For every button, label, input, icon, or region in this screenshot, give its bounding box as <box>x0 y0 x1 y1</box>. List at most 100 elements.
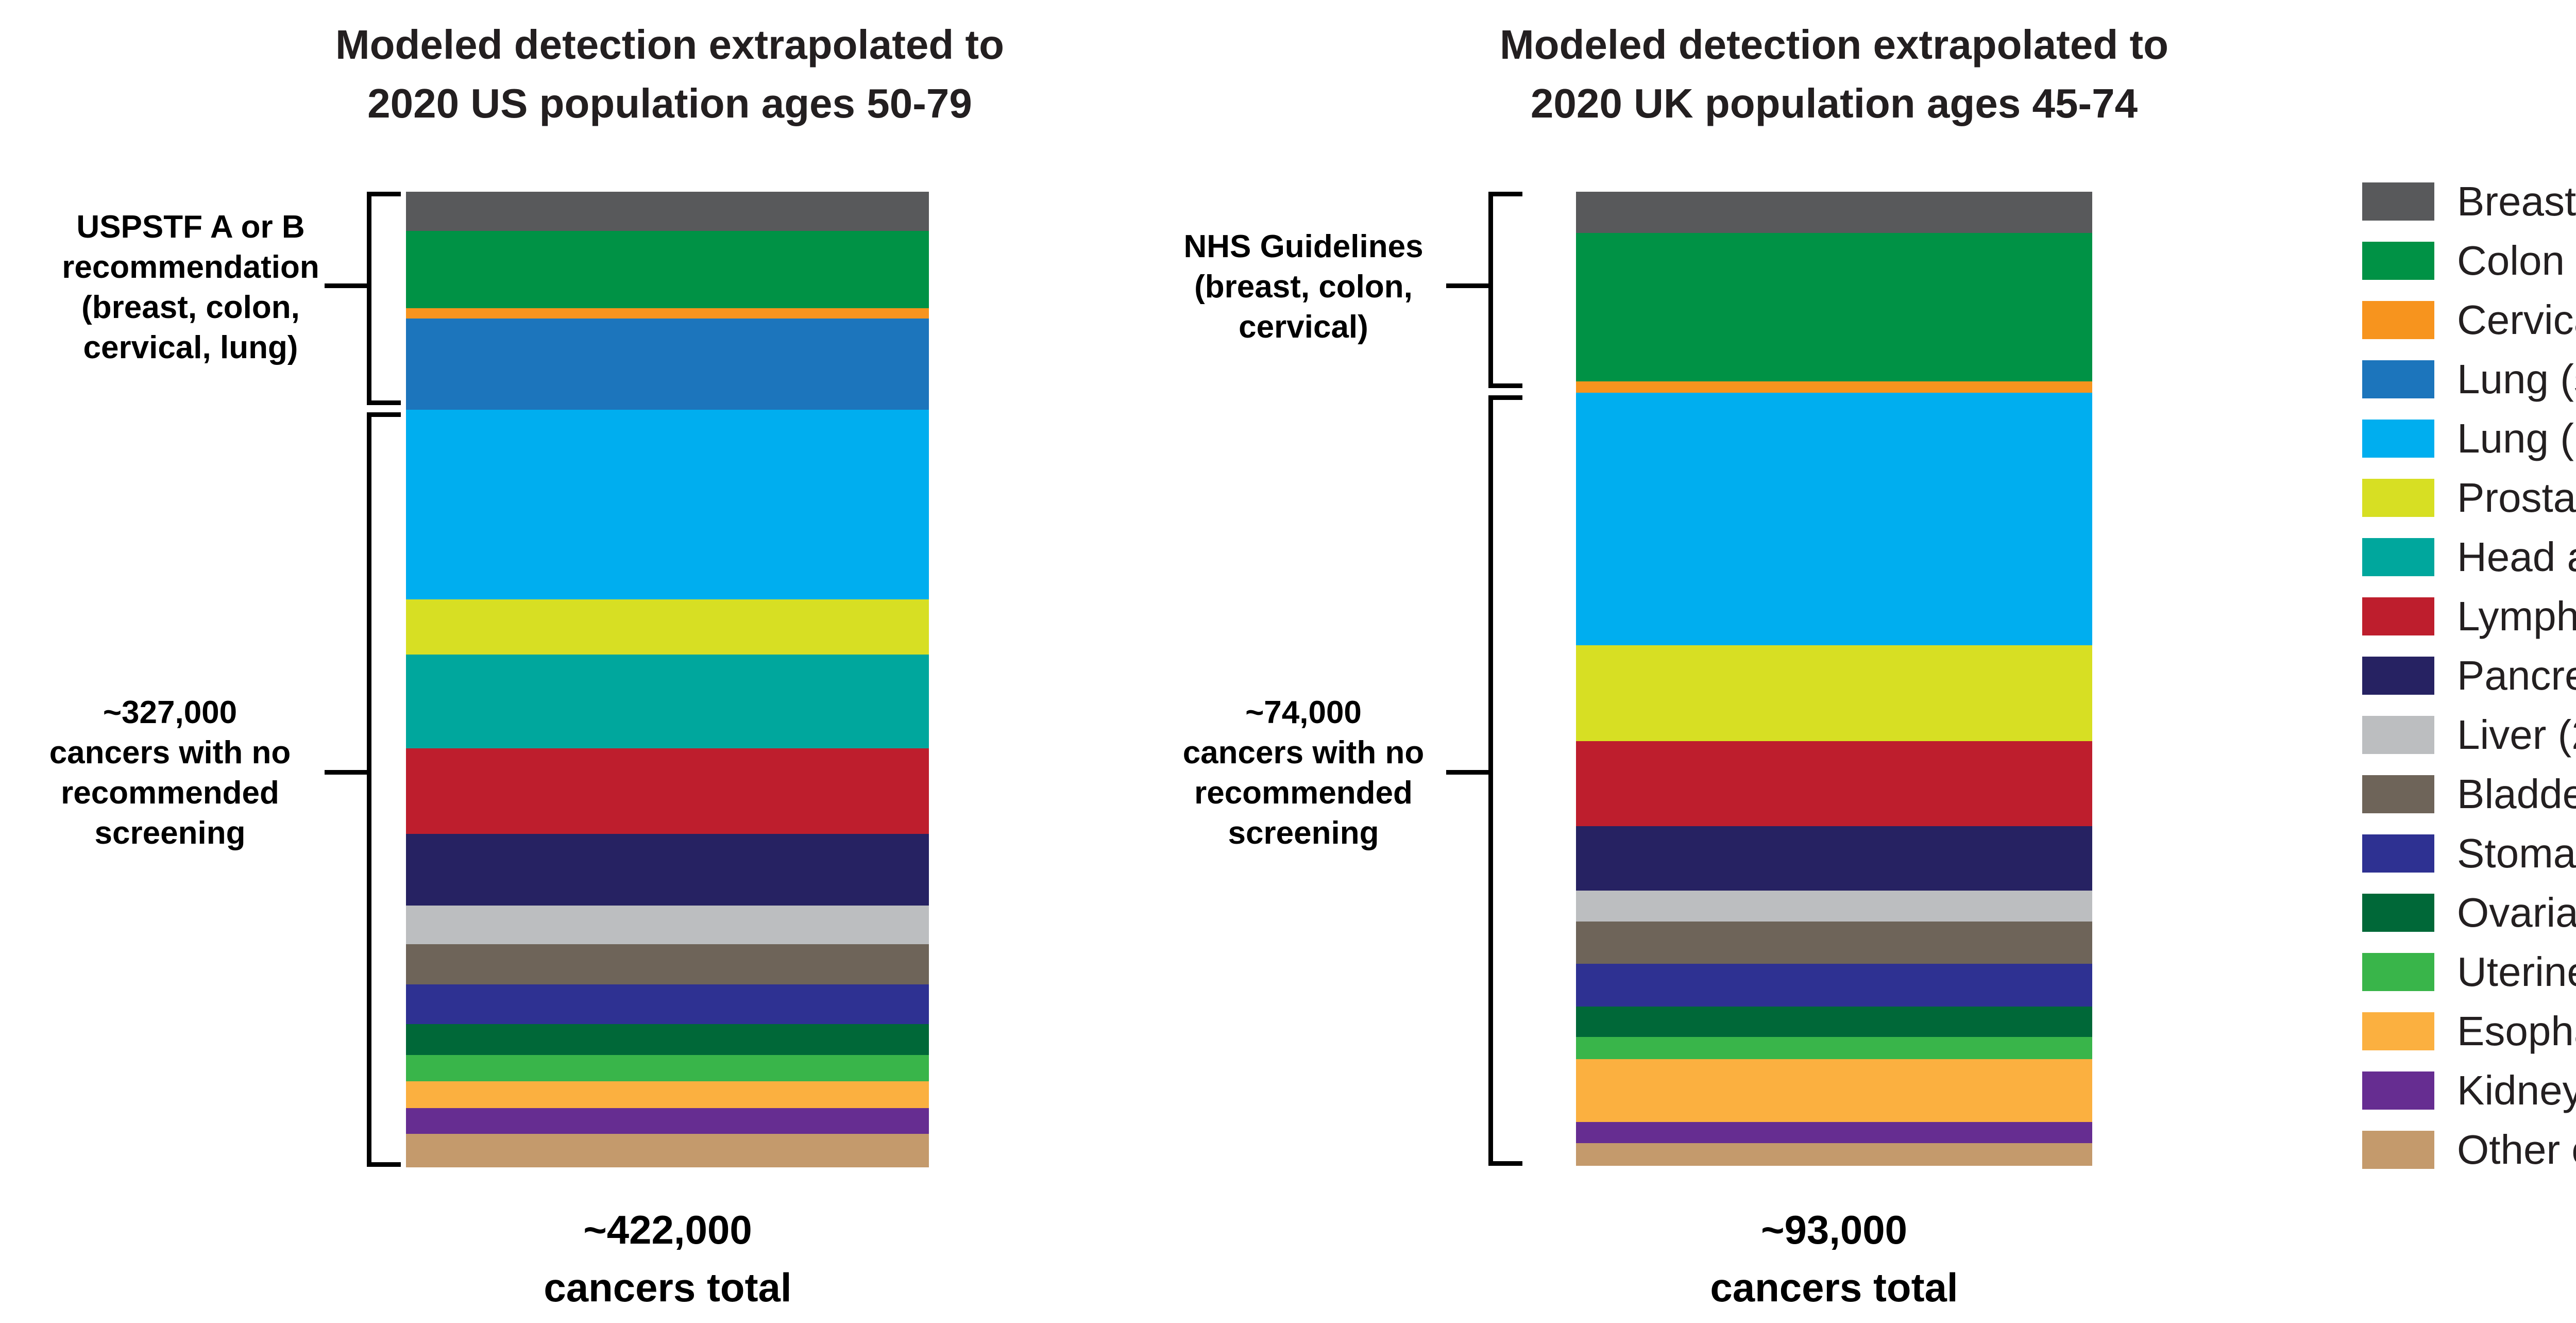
bracket-us-unscreened-tick <box>325 770 367 775</box>
bar-segment-lung-unscreened <box>1576 393 2092 645</box>
bar-segment-other-cancers-22 <box>1576 1143 2092 1166</box>
total-us: ~422,000 cancers total <box>544 1207 792 1310</box>
legend-swatch <box>2362 478 2434 517</box>
stacked-bar-us <box>406 192 929 1167</box>
legend-swatch <box>2362 893 2434 932</box>
legend-item-bladder: Bladder <box>2362 764 2576 824</box>
legend: Breast Colon Cervical Lung (screened) Lu… <box>2362 172 2576 1179</box>
legend-label: Stomach <box>2457 830 2576 876</box>
bar-segment-pancreas <box>1576 826 2092 891</box>
legend-item-esophagus: Esophagus <box>2362 1001 2576 1061</box>
bar-segment-ovarian <box>1576 1007 2092 1037</box>
legend-label: Lymphoma (2) <box>2457 593 2576 639</box>
label-uk-no-screening-group: ~74,000 cancers with no recommended scre… <box>1182 695 1425 851</box>
bar-segment-lymphoma-2 <box>406 748 929 834</box>
bar-segment-colon <box>406 231 929 308</box>
legend-item-pancreas: Pancreas <box>2362 646 2576 705</box>
bracket-us-screened-bottom-arm <box>367 400 401 405</box>
bar-segment-bladder <box>406 944 929 984</box>
bar-segment-cervical <box>406 308 929 319</box>
legend-label: Colon <box>2457 237 2565 283</box>
bracket-uk-screened-tick <box>1446 283 1488 288</box>
bar-segment-breast <box>1576 192 2092 233</box>
bracket-uk-screened-bottom-arm <box>1488 383 1522 388</box>
legend-swatch <box>2362 715 2434 754</box>
bar-segment-esophagus <box>1576 1059 2092 1122</box>
bracket-uk-screened-line <box>1488 192 1493 388</box>
legend-swatch <box>2362 597 2434 635</box>
legend-label: Ovarian <box>2457 889 2576 935</box>
label-us-no-screening-group: ~327,000 cancers with no recommended scr… <box>49 695 291 851</box>
legend-label: Liver (2) <box>2457 711 2576 758</box>
chart-us-title: Modeled detection extrapolated to 2020 U… <box>335 22 1004 126</box>
legend-item-breast: Breast <box>2362 172 2576 231</box>
bracket-uk-unscreened-bottom-arm <box>1488 1161 1522 1166</box>
bar-segment-esophagus <box>406 1081 929 1108</box>
legend-label: Esophagus <box>2457 1008 2576 1054</box>
legend-label: Cervical <box>2457 296 2576 343</box>
legend-swatch <box>2362 656 2434 695</box>
bar-segment-stomach <box>406 984 929 1024</box>
legend-item-kidney: Kidney <box>2362 1061 2576 1120</box>
legend-label: Pancreas <box>2457 652 2576 698</box>
legend-item-lung-unscreened: Lung (unscreened) <box>2362 409 2576 468</box>
legend-swatch <box>2362 300 2434 339</box>
bar-segment-stomach <box>1576 964 2092 1007</box>
bar-segment-uterine <box>406 1055 929 1081</box>
legend-item-colon: Colon <box>2362 231 2576 290</box>
legend-label: Head and Neck (7) <box>2457 533 2576 580</box>
bar-segment-prostate <box>1576 645 2092 741</box>
legend-swatch <box>2362 241 2434 280</box>
legend-item-prostate: Prostate <box>2362 468 2576 527</box>
legend-item-stomach: Stomach <box>2362 824 2576 883</box>
legend-swatch <box>2362 1130 2434 1169</box>
legend-item-ovarian: Ovarian <box>2362 883 2576 942</box>
bracket-us-unscreened-line <box>367 412 371 1167</box>
bar-segment-bladder <box>1576 922 2092 964</box>
bar-segment-uterine <box>1576 1037 2092 1059</box>
legend-item-lung-screened: Lung (screened) <box>2362 349 2576 409</box>
label-uk-screened-group: NHS Guidelines (breast, colon, cervical) <box>1183 229 1423 345</box>
label-us-screened-group: USPSTF A or B recommendation (breast, co… <box>62 209 319 365</box>
bar-segment-lung-unscreened <box>406 410 929 599</box>
bracket-uk-unscreened-tick <box>1446 770 1488 775</box>
legend-item-liver-2: Liver (2) <box>2362 705 2576 764</box>
legend-swatch <box>2362 1012 2434 1050</box>
bar-segment-head-and-neck-7 <box>406 655 929 748</box>
bracket-us-unscreened-top-arm <box>367 412 401 417</box>
bracket-uk-unscreened-line <box>1488 395 1493 1166</box>
legend-label: Lung (unscreened) <box>2457 415 2576 461</box>
bar-segment-lung-screened <box>406 319 929 410</box>
legend-label: Lung (screened) <box>2457 356 2576 402</box>
legend-swatch <box>2362 419 2434 458</box>
bar-segment-breast <box>406 192 929 231</box>
legend-item-uterine: Uterine <box>2362 942 2576 1001</box>
bar-segment-cervical <box>1576 381 2092 393</box>
legend-swatch <box>2362 182 2434 221</box>
legend-label: Bladder <box>2457 771 2576 817</box>
bar-segment-colon <box>1576 233 2092 381</box>
legend-label: Uterine <box>2457 948 2576 995</box>
bar-segment-ovarian <box>406 1024 929 1055</box>
legend-swatch <box>2362 538 2434 576</box>
legend-label: Kidney <box>2457 1067 2576 1113</box>
legend-swatch <box>2362 952 2434 991</box>
legend-label: Other cancers (22) <box>2457 1126 2576 1173</box>
bar-segment-liver-2 <box>406 906 929 944</box>
legend-item-cervical: Cervical <box>2362 290 2576 349</box>
legend-swatch <box>2362 834 2434 873</box>
bracket-us-screened-tick <box>325 283 367 288</box>
legend-label: Breast <box>2457 178 2576 224</box>
bar-segment-pancreas <box>406 834 929 906</box>
stacked-bar-uk <box>1576 192 2092 1166</box>
bar-segment-prostate <box>406 599 929 655</box>
bracket-us-unscreened-bottom-arm <box>367 1162 401 1167</box>
legend-item-lymphoma-2: Lymphoma (2) <box>2362 587 2576 646</box>
chart-uk-title: Modeled detection extrapolated to 2020 U… <box>1500 22 2168 126</box>
total-uk: ~93,000 cancers total <box>1710 1207 1958 1310</box>
bar-segment-other-cancers-22 <box>406 1134 929 1167</box>
legend-swatch <box>2362 775 2434 813</box>
bracket-uk-screened-top-arm <box>1488 192 1522 196</box>
bar-segment-liver-2 <box>1576 891 2092 922</box>
